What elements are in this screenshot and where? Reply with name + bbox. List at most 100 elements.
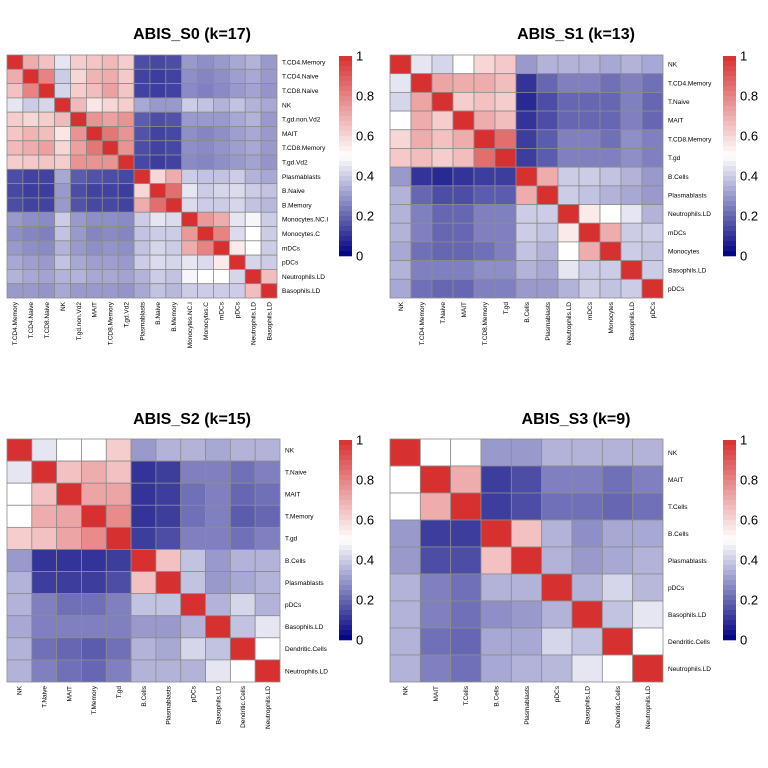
heatmap-cell-t-cd8-naive-t-cd4-memory [6, 83, 24, 99]
heatmap-cell-t-cd8-memory-t-cd4-naive [22, 140, 40, 156]
legend-tick-label: 0.4 [740, 169, 758, 184]
heatmap-cell-t-cd4-memory-nk [389, 73, 412, 93]
heatmap-cell-mdcs-mait [86, 240, 103, 256]
heatmap-cell-nk-mdcs [213, 97, 230, 113]
heatmap-cell-t-cd8-memory-pdcs [228, 140, 246, 156]
heatmap-cell-plasmablasts-b-cells [130, 571, 157, 595]
heatmap-cell-pdcs-mait [452, 278, 475, 299]
heatmap-cell-b-cells-t-gd [494, 166, 517, 187]
heatmap-cell-t-cd4-naive-t-gd-non-vd2 [70, 68, 87, 84]
legend-swatch [723, 505, 736, 511]
legend-swatch [339, 525, 352, 531]
column-label: Neutrophils.LD [250, 302, 257, 345]
heatmap-cell-plasmablasts-dendritic-cells [229, 571, 256, 595]
heatmap-cell-basophils-ld-basophils-ld [620, 260, 643, 280]
row-label: MAIT [285, 492, 301, 499]
heatmap-cell-t-memory-plasmablasts [155, 504, 182, 528]
heatmap-cell-t-gd-non-vd2-t-gd-vd2 [117, 111, 135, 127]
legend-swatch [339, 545, 352, 551]
heatmap-cell-dendritic-cells-dendritic-cells [229, 637, 256, 661]
heatmap-cell-t-gd-non-vd2-monocytes-nc-i [181, 111, 198, 127]
heatmap-cell-nk-t-memory [81, 438, 107, 462]
legend-swatch [723, 61, 736, 67]
legend-swatch [723, 440, 736, 446]
column-label: B.Cells [524, 301, 531, 322]
heatmap-cell-basophils-ld-t-cells [450, 600, 482, 629]
heatmap-cell-t-gd-vd2-pdcs [228, 154, 246, 170]
heatmap-cell-t-cd8-memory-mdcs [213, 140, 230, 156]
heatmap-cell-monocytes-t-cd4-memory [410, 241, 433, 262]
heatmap-cell-nk-t-gd-vd2 [117, 97, 135, 113]
heatmap-cell-pdcs-t-gd [105, 593, 132, 617]
heatmap-cell-t-cd4-memory-pdcs [228, 54, 246, 70]
heatmap-cell-t-cd4-naive-plasmablasts [133, 68, 151, 84]
heatmap-cell-b-memory-b-naive [149, 197, 167, 213]
heatmap-cell-mdcs-t-cd8-memory [473, 222, 496, 243]
heatmap-cell-t-gd-vd2-t-cd8-memory [101, 154, 119, 170]
heatmap-cell-basophils-ld-b-cells [515, 260, 538, 280]
legend-swatch [339, 555, 352, 561]
legend-swatch [723, 610, 736, 616]
legend-swatch [723, 615, 736, 621]
legend-swatch [723, 131, 736, 137]
heatmap-cell-mait-plasmablasts [510, 465, 543, 494]
heatmap-cell-t-gd-non-vd2-b-memory [165, 111, 183, 127]
heatmap-cell-b-cells-t-naive [431, 166, 454, 187]
legend-swatch [339, 575, 352, 581]
heatmap-cell-t-cells-dendritic-cells [601, 492, 634, 521]
legend-swatch [339, 570, 352, 576]
legend-swatch [723, 231, 736, 237]
row-label: MAIT [668, 118, 684, 125]
legend-swatch [339, 86, 352, 92]
legend-swatch [339, 141, 352, 147]
heatmap-cell-b-naive-b-naive [149, 183, 167, 199]
legend-tick-label: 0.2 [356, 593, 374, 608]
heatmap-cell-t-gd-pdcs [641, 148, 664, 168]
heatmap-cell-plasmablasts-t-cells [450, 546, 482, 575]
heatmap-cell-t-cd4-naive-basophils-ld [260, 68, 278, 84]
legend-tick-label: 0.6 [740, 129, 758, 144]
heatmap-cell-pdcs-plasmablasts [536, 278, 559, 299]
color-legend: 1 0.8 0.6 0.4 0.2 0 [723, 433, 758, 648]
heatmap-cell-basophils-ld-monocytes-nc-i [181, 283, 198, 299]
heatmap-cell-mdcs-mdcs [578, 222, 601, 243]
legend-swatch [723, 91, 736, 97]
heatmap-cell-basophils-ld-nk [54, 283, 71, 299]
legend-swatch [723, 211, 736, 217]
heatmap-cell-neutrophils-ld-b-cells [515, 204, 538, 224]
heatmap-cell-monocytes-c-t-gd-non-vd2 [70, 226, 87, 242]
heatmap-cell-t-cd8-naive-nk [54, 83, 71, 99]
heatmap-cell-mdcs-b-cells [515, 222, 538, 243]
heatmap-cell-neutrophils-ld-nk [6, 659, 33, 683]
row-label: MAIT [668, 477, 684, 484]
column-label: MAIT [66, 686, 73, 702]
heatmap-cell-pdcs-pdcs [641, 278, 664, 299]
heatmap-cell-plasmablasts-plasmablasts [155, 571, 182, 595]
heatmap-cell-b-cells-nk [6, 549, 33, 572]
heatmap-cell-t-cd8-memory-monocytes-nc-i [181, 140, 198, 156]
heatmap-cell-monocytes-monocytes [599, 241, 622, 262]
heatmap-cell-t-naive-t-gd [494, 91, 517, 112]
legend-tick-label: 0.2 [356, 209, 374, 224]
row-label: pDCs [668, 585, 685, 592]
heatmap-cell-mait-pdcs [228, 126, 246, 142]
heatmap-cell-plasmablasts-mait [86, 168, 103, 185]
heatmap-cell-t-naive-t-cd4-memory [410, 91, 433, 112]
heatmap-cell-t-gd-plasmablasts [536, 148, 559, 168]
heatmap-cell-basophils-ld-mait [56, 615, 82, 639]
heatmap-cell-neutrophils-ld-neutrophils-ld [254, 659, 281, 683]
legend-swatch [339, 146, 352, 152]
heatmap-cell-mait-mait [452, 110, 475, 131]
heatmap-cell-neutrophils-ld-mdcs [213, 269, 230, 285]
heatmap-cell-t-cd4-memory-mdcs [213, 54, 230, 70]
row-label: B.Cells [285, 558, 306, 565]
heatmap-cell-t-cd4-memory-nk [54, 54, 71, 70]
heatmap-cells [6, 54, 278, 299]
heatmap-cell-t-cd4-memory-t-cd4-memory [410, 73, 433, 93]
legend-tick-label: 0.8 [740, 473, 758, 488]
heatmap-cell-b-memory-basophils-ld [260, 197, 278, 213]
heatmap-cell-mait-neutrophils-ld [557, 110, 580, 131]
heatmap-cell-pdcs-basophils-ld [571, 573, 603, 602]
heatmap-cell-t-gd-vd2-monocytes-nc-i [181, 154, 198, 170]
heatmap-cell-nk-mait [452, 54, 475, 75]
